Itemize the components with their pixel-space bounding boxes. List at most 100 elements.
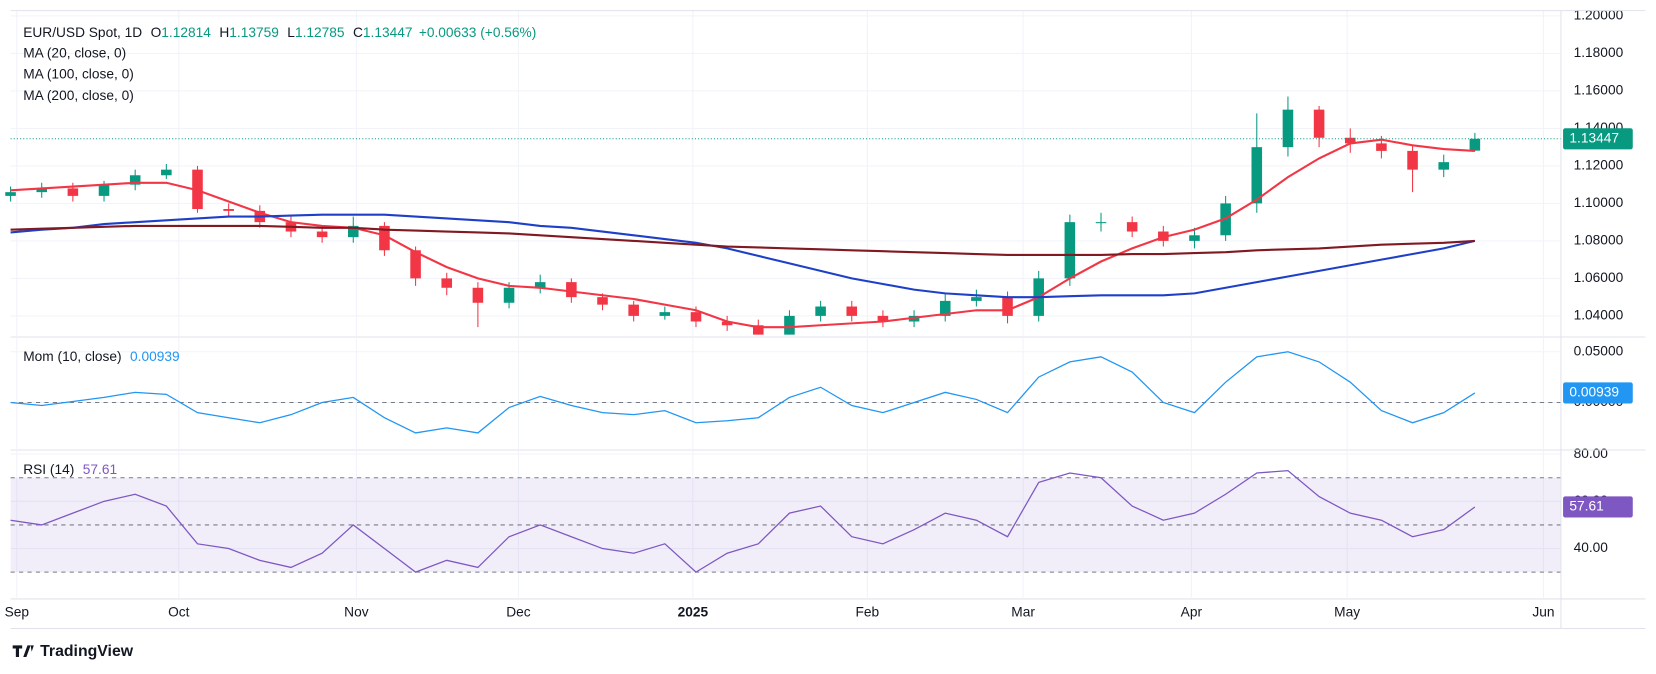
y-tick-label: 1.18000 (1574, 45, 1624, 60)
candle-body (161, 169, 172, 176)
candle-body (1313, 109, 1325, 138)
candle-body (223, 209, 234, 211)
candle-body (1189, 235, 1200, 241)
candle-body (1438, 162, 1449, 170)
candle-body (441, 278, 453, 288)
logo-icon (12, 645, 34, 658)
y-tick-label: 1.08000 (1574, 233, 1624, 248)
candle-body (316, 231, 328, 238)
series-line (10, 138, 1475, 329)
candle-body (472, 287, 484, 303)
pane-value: 57.61 (83, 462, 117, 477)
y-tick-label: 80.00 (1574, 446, 1609, 461)
x-tick-label: Mar (1011, 604, 1035, 619)
candle-body (67, 188, 79, 196)
change: +0.00633 (+0.56%) (419, 24, 536, 39)
candle-body (36, 188, 47, 193)
pane-value: 0.00939 (130, 349, 180, 364)
candle-body (939, 300, 951, 316)
candle-body (597, 297, 608, 305)
pane-legend: RSI (14) 57.61 (23, 462, 117, 477)
y-tick-label: 0.05000 (1574, 343, 1624, 358)
candle-body (1344, 137, 1356, 144)
ohlc-label: C (353, 24, 363, 39)
series-line (10, 469, 1476, 573)
candle-body (566, 282, 577, 298)
last-value-label: 1.13447 (1569, 130, 1619, 145)
ohlc-value: 1.13447 (363, 24, 413, 39)
ohlc-value: 1.13759 (229, 24, 279, 39)
candle-body (753, 325, 764, 335)
candle-body (971, 297, 982, 301)
ohlc-value: 1.12785 (295, 24, 345, 39)
y-tick-label: 1.06000 (1574, 270, 1624, 285)
candle-body (1282, 109, 1294, 148)
x-tick-label: Feb (856, 604, 880, 619)
candle-body (379, 225, 390, 251)
ohlc-label: O (151, 24, 162, 39)
y-tick-label: 1.04000 (1574, 308, 1624, 323)
pane-legend: Mom (10, close) 0.00939 (23, 349, 179, 364)
legend-entry: MA (100, close, 0) (23, 67, 134, 82)
x-tick-label: Sep (5, 604, 30, 619)
symbol: EUR/USD Spot, 1D (23, 24, 142, 39)
x-tick-label: 2025 (678, 604, 709, 619)
last-value-badge (1563, 128, 1633, 150)
y-tick-label: 1.12000 (1574, 158, 1624, 173)
series-line (10, 224, 1475, 257)
candle-body (1095, 222, 1107, 224)
legend-entry: MA (200, close, 0) (23, 88, 134, 103)
candle-body (690, 312, 702, 322)
footer-logo: TradingView (12, 643, 134, 660)
candle-body (1407, 150, 1418, 170)
series-line (10, 213, 1476, 299)
legend-header: EUR/USD Spot, 1D O1.12814 H1.13759 L1.12785… (23, 24, 536, 39)
last-value-badge (1563, 382, 1633, 404)
ohlc-label: H (219, 24, 229, 39)
candle-body (784, 315, 795, 335)
candle-body (534, 282, 546, 288)
candle-body (503, 287, 515, 303)
candle-body (5, 192, 16, 196)
last-value-label: 57.61 (1569, 499, 1603, 514)
x-tick-label: Apr (1181, 604, 1203, 619)
candle-body (1126, 222, 1138, 232)
candle-body (1251, 147, 1263, 204)
candle-body (410, 250, 421, 279)
candle-body (98, 184, 110, 196)
candle-body (659, 312, 671, 316)
x-tick-label: Nov (344, 604, 369, 619)
y-tick-label: 1.16000 (1574, 83, 1624, 98)
x-tick-label: Jun (1532, 604, 1554, 619)
candle-body (846, 306, 858, 316)
pane-title: Mom (10, close) (23, 349, 121, 364)
y-tick-label: 1.20000 (1574, 8, 1624, 23)
candle-body (721, 321, 733, 326)
candle-body (628, 304, 639, 316)
candle-body (1469, 138, 1481, 151)
candle-body (815, 306, 826, 316)
series-line (10, 351, 1476, 434)
brand: TradingView (40, 643, 134, 660)
ohlc-value: 1.12814 (161, 24, 211, 39)
rsi-band (10, 477, 1561, 573)
y-tick-label: 40.00 (1574, 540, 1609, 555)
candle-body (1002, 297, 1013, 316)
ohlc-label: L (287, 24, 295, 39)
y-tick-label: 1.10000 (1574, 195, 1624, 210)
x-tick-label: May (1334, 604, 1360, 619)
x-tick-label: Oct (168, 604, 190, 619)
legend-entry: MA (20, close, 0) (23, 46, 126, 61)
grid (10, 10, 1561, 598)
last-value-label: 0.00939 (1569, 385, 1619, 400)
x-tick-label: Dec (506, 604, 531, 619)
overlay: Sep Oct Nov Dec 2025 Feb Mar Apr May Jun 1.04000 1.… (5, 8, 1633, 619)
candle-body (1376, 143, 1387, 151)
marks (5, 96, 1561, 573)
pane-title: RSI (14) (23, 462, 74, 477)
candle-body (1064, 222, 1076, 279)
candle-body (129, 175, 141, 185)
candle-body (347, 225, 359, 238)
